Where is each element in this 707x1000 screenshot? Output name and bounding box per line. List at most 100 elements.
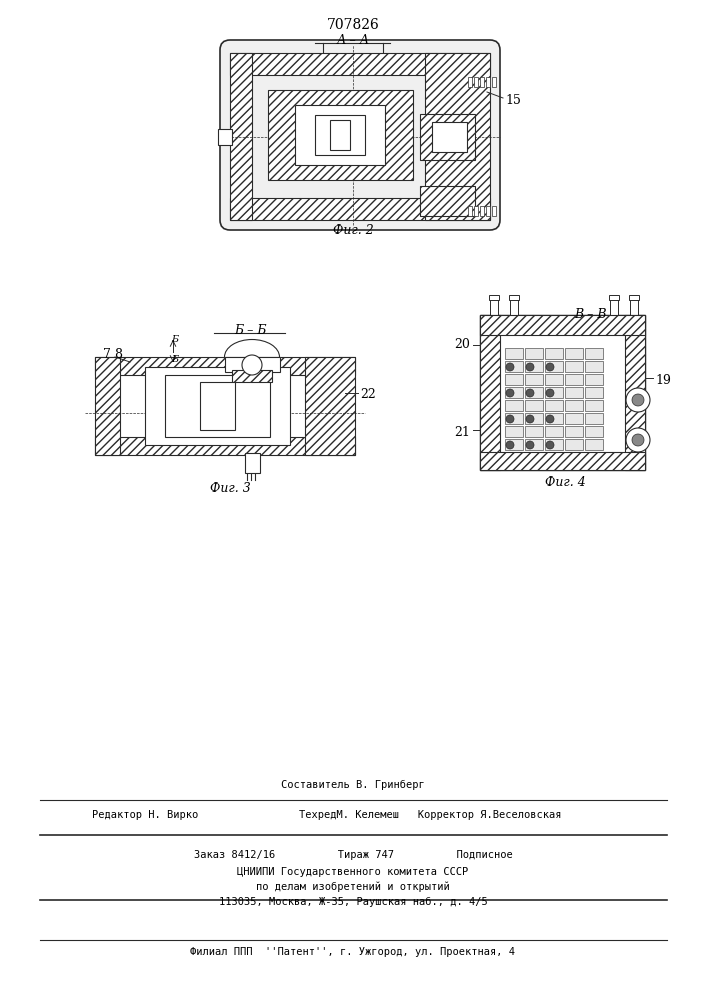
Bar [505,361,523,372]
Bar [545,439,563,450]
Bar [145,367,290,445]
Circle shape [506,415,514,423]
Text: ТехредМ. Келемеш   Корректор Я.Веселовская: ТехредМ. Келемеш Корректор Я.Веселовская [299,810,561,820]
Bar [545,348,563,359]
Bar [630,297,638,317]
Text: А – А: А – А [337,33,370,46]
Bar [474,77,478,87]
Bar [432,122,467,152]
Circle shape [626,428,650,452]
Text: Фиг. 3: Фиг. 3 [209,482,250,494]
Bar [629,295,639,300]
Text: Составитель В. Гринберг: Составитель В. Гринберг [281,780,425,790]
Bar [230,53,490,75]
Bar [95,437,355,455]
Bar [525,361,543,372]
Circle shape [506,389,514,397]
Bar [545,374,563,385]
Bar [468,206,472,216]
Circle shape [632,434,644,446]
Bar [200,382,235,430]
Circle shape [506,363,514,371]
Bar [585,413,603,424]
Bar [565,413,583,424]
Bar [625,315,645,470]
Text: 20: 20 [454,338,470,352]
Bar [489,295,499,300]
Text: 15: 15 [505,94,521,106]
Bar [609,295,619,300]
Bar [230,198,490,220]
Bar [510,297,518,317]
Text: 7: 7 [103,349,111,361]
Bar [565,361,583,372]
Circle shape [546,441,554,449]
Circle shape [546,363,554,371]
Bar [585,361,603,372]
Bar [585,348,603,359]
Text: Фиг. 4: Фиг. 4 [544,476,585,488]
Bar [305,357,355,455]
Bar [420,114,475,160]
Bar [545,400,563,411]
Bar [480,315,645,470]
Bar [585,374,603,385]
Circle shape [526,415,534,423]
Text: Б – Б: Б – Б [234,324,267,336]
FancyBboxPatch shape [220,40,500,230]
Text: Фиг. 2: Фиг. 2 [332,224,373,236]
Bar [505,439,523,450]
Circle shape [626,388,650,412]
Bar [525,400,543,411]
Bar [480,315,500,470]
Bar [420,186,475,216]
Bar [585,439,603,450]
Text: 22: 22 [360,388,375,401]
Bar [486,206,490,216]
Bar [585,426,603,437]
Circle shape [632,394,644,406]
Bar [565,374,583,385]
Bar [245,453,260,473]
Bar [490,297,498,317]
Bar [486,77,490,87]
Bar [610,297,618,317]
Text: 19: 19 [655,373,671,386]
Bar [492,77,496,87]
Bar [505,387,523,398]
Bar [565,439,583,450]
Bar [525,348,543,359]
Bar [230,53,252,220]
Bar [165,375,270,437]
Bar [525,387,543,398]
Bar [525,426,543,437]
Bar [509,295,519,300]
Bar [565,426,583,437]
Bar [95,357,120,455]
Circle shape [242,355,262,375]
Bar [232,370,272,382]
Text: Б: Б [171,336,179,344]
Bar [480,452,645,470]
Bar [505,348,523,359]
Circle shape [506,441,514,449]
Bar [480,206,484,216]
Bar [505,374,523,385]
Circle shape [526,363,534,371]
Text: по делам изобретений и открытий: по делам изобретений и открытий [256,882,450,892]
Bar [315,115,365,155]
Circle shape [526,389,534,397]
Text: 113035, Москва, Ж-35, Раушская наб., д. 4/5: 113035, Москва, Ж-35, Раушская наб., д. … [218,897,487,907]
Bar [585,400,603,411]
Bar [565,400,583,411]
Text: В – В: В – В [574,308,606,322]
Bar [505,413,523,424]
Bar [480,315,645,335]
Text: Заказ 8412/16          Тираж 747          Подписное: Заказ 8412/16 Тираж 747 Подписное [194,850,513,860]
Circle shape [546,415,554,423]
Bar [95,357,355,375]
Bar [565,387,583,398]
Bar [268,90,413,180]
Bar [218,129,232,145]
Bar [525,439,543,450]
